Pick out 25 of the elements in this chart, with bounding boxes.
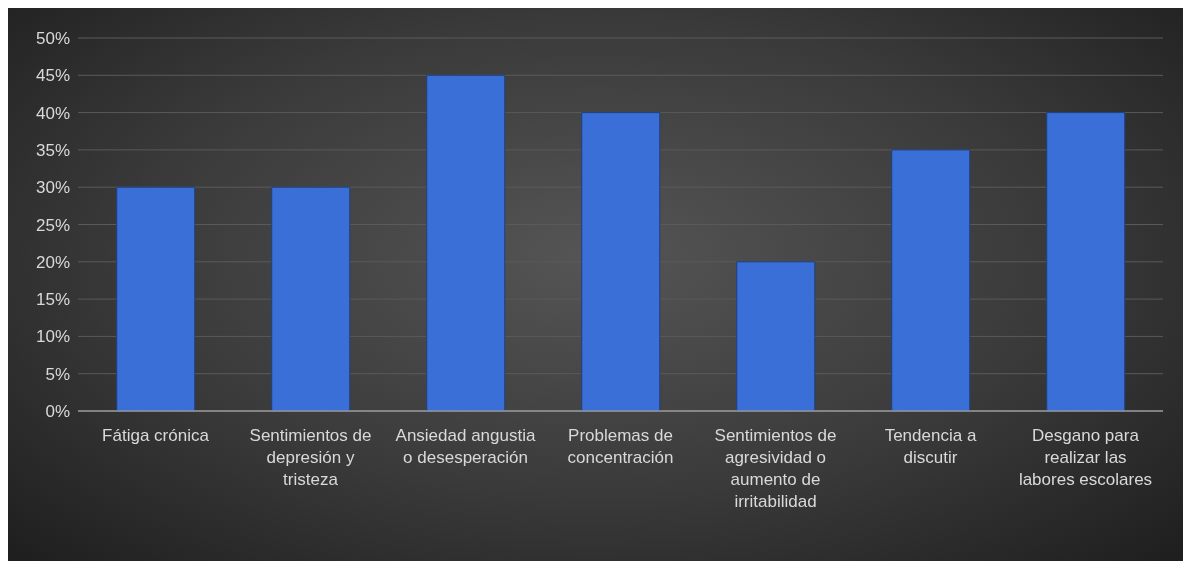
y-tick-label: 15% <box>35 290 70 310</box>
x-tick-label: Sentimientos de depresión y tristeza <box>249 426 372 489</box>
y-tick-label: 35% <box>35 140 70 160</box>
y-tick-label: 30% <box>35 178 70 198</box>
x-tick-label: Sentimientos de agresividad o aumento de irritabilidad <box>714 426 837 511</box>
y-tick-label: 45% <box>35 66 70 86</box>
bar <box>1046 112 1126 411</box>
bar <box>426 74 506 411</box>
bar <box>891 149 971 411</box>
x-tick-label: Ansiedad angustia o desesperación <box>395 426 536 467</box>
y-tick-label: 25% <box>35 215 70 235</box>
x-tick-label: Tendencia a discutir <box>884 426 977 467</box>
bar <box>271 186 351 411</box>
x-tick-label: Desgano para realizar las labores escolares <box>1018 426 1153 489</box>
y-tick-label: 5% <box>45 364 70 384</box>
y-tick-label: 0% <box>45 402 70 422</box>
y-tick-label: 50% <box>35 29 70 49</box>
y-tick-label: 40% <box>35 103 70 123</box>
y-tick-label: 20% <box>35 252 70 272</box>
bar <box>736 261 816 411</box>
x-tick-label: Fátiga crónica <box>102 426 210 445</box>
x-tick-label: Problemas de concentración <box>567 426 674 467</box>
y-tick-label: 10% <box>35 327 70 347</box>
bar <box>116 186 196 411</box>
bar <box>581 112 661 411</box>
